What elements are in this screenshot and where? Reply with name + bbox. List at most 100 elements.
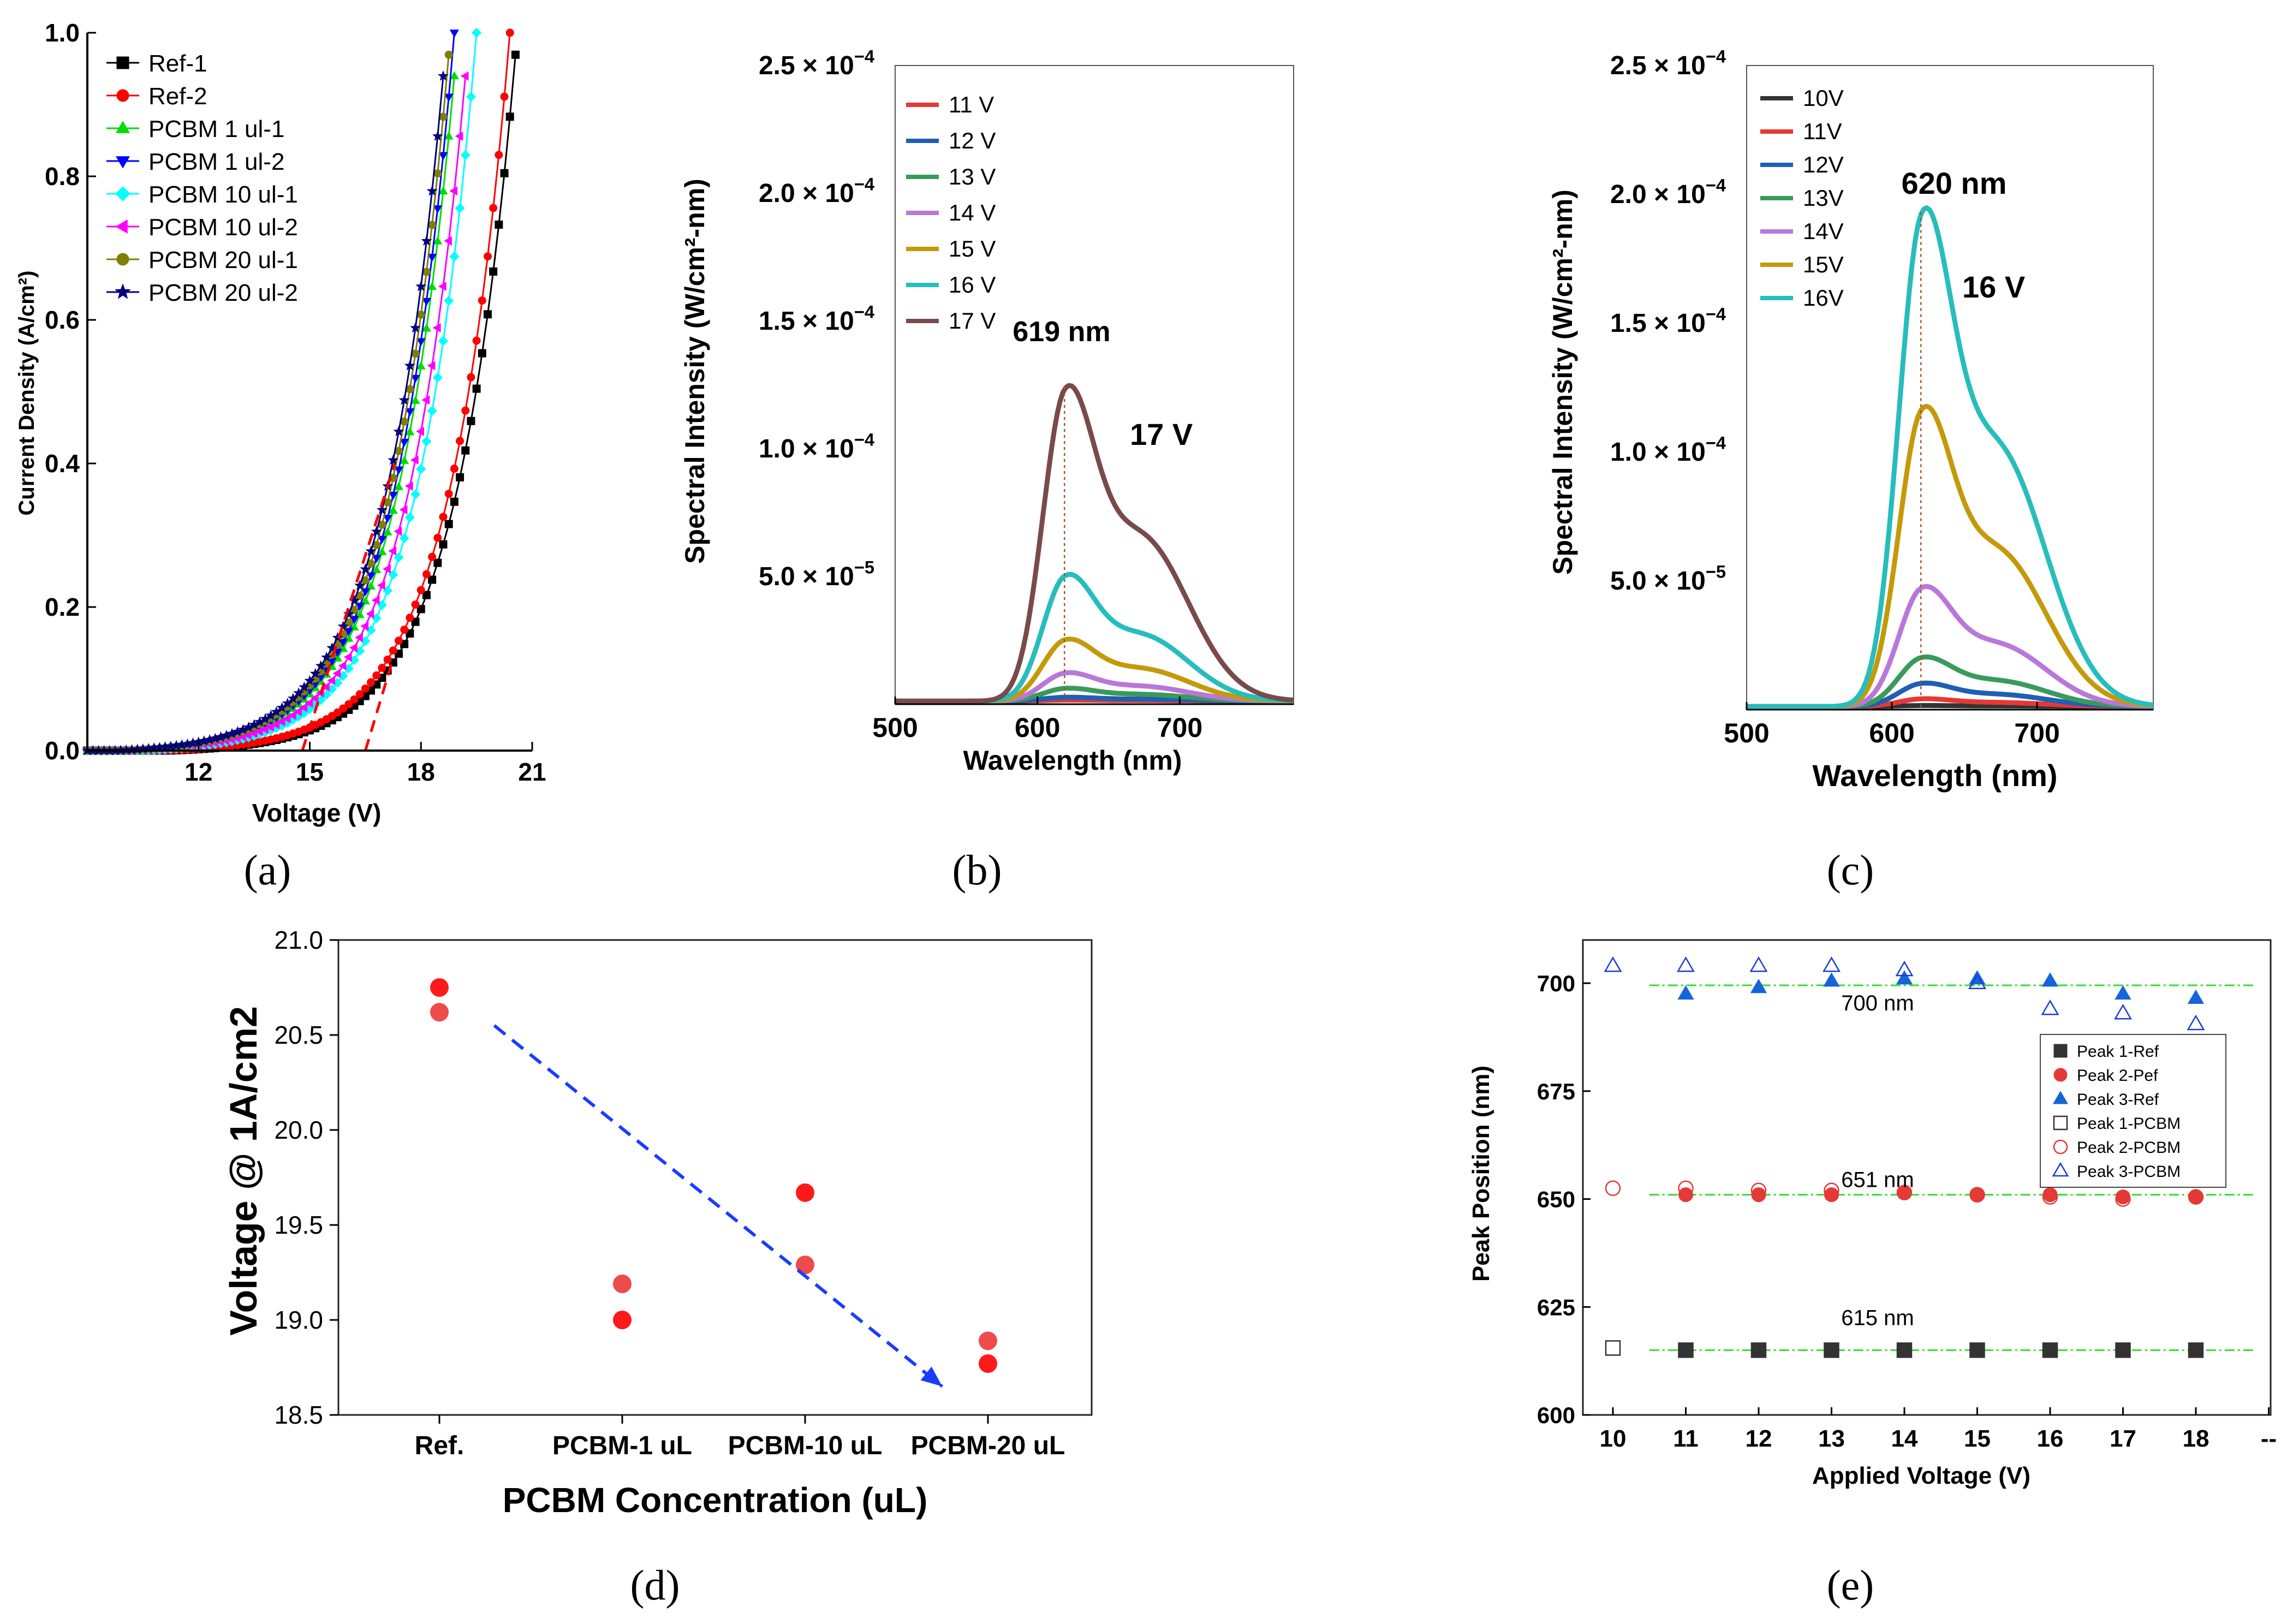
legend: Peak 1-Ref Peak 2-Pef Peak 3-Ref Peak 1-PCB…	[2040, 1034, 2226, 1188]
legend-label: 15 V	[949, 236, 996, 261]
data-point	[399, 533, 409, 544]
panel-caption: (d)	[630, 1561, 680, 1609]
data-point	[321, 682, 330, 692]
voltage-label: 17 V	[1130, 417, 1193, 451]
data-point	[1823, 972, 1840, 987]
data-point	[1677, 956, 1695, 972]
data-point	[388, 546, 397, 556]
x-tick-label: 15	[296, 758, 324, 786]
legend-label: PCBM 20 ul-2	[148, 279, 298, 306]
y-tick-mantissa: 1.0 × 10	[1610, 438, 1706, 467]
legend-marker	[116, 89, 129, 102]
x-tick-label: 14	[1891, 1425, 1918, 1452]
x-tick-label: 600	[1015, 712, 1060, 743]
data-point	[439, 112, 448, 121]
data-point	[1896, 1342, 1913, 1358]
data-point	[1824, 1342, 1839, 1358]
data-point	[426, 185, 438, 196]
legend-marker	[115, 186, 130, 201]
data-point	[421, 323, 431, 332]
data-point	[288, 710, 296, 720]
data-point	[2187, 1014, 2205, 1031]
data-point	[1750, 1342, 1767, 1358]
data-point	[1824, 1182, 1839, 1198]
x-tick-label: 12	[184, 758, 212, 786]
y-tick-exponent: −4	[854, 429, 874, 449]
data-point	[350, 695, 359, 704]
data-point	[327, 676, 335, 686]
legend: 11 V 12 V 13 V 14 V 15 V 16 V 17 V	[906, 92, 996, 334]
data-point	[394, 466, 404, 475]
legend-marker	[2052, 1162, 2069, 1177]
data-point	[455, 131, 463, 141]
data-point	[472, 384, 481, 393]
data-point	[460, 150, 470, 160]
legend-label: 10V	[1803, 85, 1844, 111]
data-point	[471, 27, 482, 38]
data-point	[404, 512, 415, 522]
y-tick-label: 19.5	[274, 1211, 323, 1239]
data-point	[411, 617, 420, 626]
y-tick-mantissa: 5.0 × 10	[1610, 567, 1706, 596]
plot-frame	[895, 65, 1294, 705]
data-point	[1969, 970, 1986, 985]
data-point	[304, 675, 315, 686]
x-tick-label: PCBM-10 uL	[728, 1431, 883, 1460]
data-point	[467, 373, 475, 382]
y-tick-mantissa: 5.0 × 10	[759, 562, 854, 591]
data-point	[432, 323, 441, 333]
data-point	[360, 563, 371, 574]
y-tick-mantissa: 2.5 × 10	[759, 51, 854, 80]
data-point	[388, 454, 399, 465]
data-point	[388, 491, 398, 500]
x-tick-label: 10	[1600, 1425, 1627, 1452]
data-point	[2187, 989, 2205, 1004]
data-point	[309, 668, 321, 679]
data-point	[796, 1256, 814, 1275]
data-point	[355, 690, 364, 699]
data-point	[310, 693, 319, 703]
data-point	[450, 497, 458, 506]
y-tick-label: 1.0 × 10−4	[759, 429, 874, 463]
legend-box	[2040, 1034, 2226, 1188]
data-point	[332, 669, 341, 679]
y-tick-mantissa: 1.0 × 10	[759, 435, 854, 463]
data-point	[416, 586, 425, 594]
data-point	[495, 221, 503, 229]
data-point	[282, 713, 291, 723]
data-point	[456, 473, 464, 481]
legend-label: PCBM 10 ul-2	[148, 214, 298, 241]
data-point	[461, 406, 470, 415]
data-point	[1678, 1342, 1694, 1358]
y-tick-label: 2.5 × 10−4	[1610, 46, 1726, 80]
data-point	[439, 513, 448, 521]
y-tick-mantissa: 1.5 × 10	[759, 307, 854, 336]
data-point	[355, 633, 363, 643]
data-point	[366, 581, 376, 590]
plot-frame	[1582, 939, 2272, 1416]
data-point	[315, 660, 326, 671]
data-point	[472, 336, 481, 345]
legend-label: 16 V	[949, 272, 996, 298]
y-tick-exponent: −4	[1706, 432, 1726, 453]
panel-caption: (c)	[1827, 846, 1874, 894]
data-point	[421, 235, 432, 246]
data-point	[389, 646, 397, 655]
data-point	[1824, 1342, 1839, 1358]
data-point	[349, 616, 359, 624]
data-point	[394, 526, 402, 536]
x-tick-label: 600	[1869, 718, 1914, 748]
data-point	[1823, 956, 1841, 972]
data-point	[478, 349, 486, 358]
spectrum-line	[1747, 403, 2154, 709]
data-point	[377, 547, 387, 555]
data-point	[2114, 1004, 2132, 1020]
data-point	[305, 698, 313, 708]
data-point	[613, 1311, 632, 1329]
data-point	[450, 465, 458, 473]
data-point	[400, 438, 409, 447]
data-point	[427, 253, 437, 262]
data-point	[444, 236, 452, 246]
panel-a-chart: 12 15 18 21 0.00.20.40.60.81.0 Voltage (V) …	[15, 19, 546, 894]
